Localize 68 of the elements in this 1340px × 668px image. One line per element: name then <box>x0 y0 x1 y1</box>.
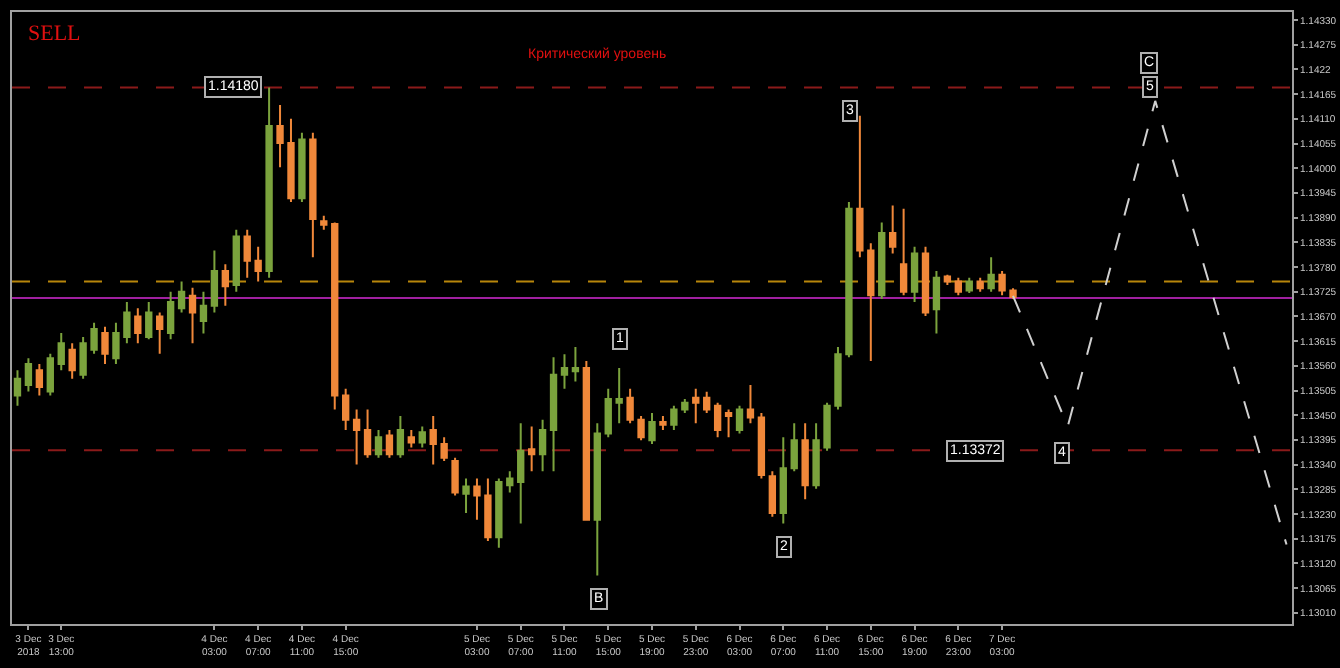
candlestick <box>615 367 623 425</box>
candlestick <box>374 429 383 459</box>
candlestick <box>156 311 164 355</box>
candlestick <box>177 280 186 314</box>
candlestick <box>801 422 809 501</box>
candlestick <box>560 353 569 390</box>
annotation: SELL <box>28 22 82 46</box>
candlestick <box>965 276 973 295</box>
candlestick <box>13 369 22 407</box>
candlestick <box>221 263 230 307</box>
candlestick <box>101 325 109 366</box>
candlestick <box>648 411 656 445</box>
candlestick <box>659 415 667 432</box>
candlestick <box>921 245 930 317</box>
candlestick <box>418 425 426 449</box>
candlestick <box>582 359 591 521</box>
candlestick <box>134 307 142 345</box>
candlestick <box>910 245 919 304</box>
candlestick <box>954 276 962 297</box>
candlestick <box>188 286 197 345</box>
candlestick <box>517 422 525 525</box>
candlestick <box>713 401 722 439</box>
candlestick <box>166 290 175 341</box>
candlestick <box>363 408 372 459</box>
candlestick <box>451 456 459 497</box>
candlestick <box>145 301 153 341</box>
candlestick <box>527 425 536 473</box>
candlestick <box>889 204 897 255</box>
candlestick <box>265 86 273 279</box>
candlestick <box>724 408 733 439</box>
candlestick <box>46 352 54 397</box>
candlestick <box>199 290 208 335</box>
candlestick <box>932 270 941 335</box>
candlestick <box>604 387 612 439</box>
candlestick <box>703 390 711 414</box>
candlestick <box>298 131 306 203</box>
candlestick <box>571 345 580 383</box>
candlestick <box>35 363 44 397</box>
candlestick <box>746 384 755 425</box>
candlestick <box>692 387 700 425</box>
candlestick <box>757 411 766 480</box>
candlestick <box>24 357 33 393</box>
candlestick <box>57 332 65 372</box>
candlestick <box>549 356 558 473</box>
candlestick <box>768 470 777 518</box>
candlestick <box>232 228 240 293</box>
candlestick <box>976 276 984 293</box>
candlestick <box>538 418 547 473</box>
candlestick <box>735 404 744 435</box>
candlestick <box>790 422 798 473</box>
candlestick <box>779 436 787 525</box>
candlestick <box>462 477 470 515</box>
line-series <box>1012 99 1288 546</box>
candlestick <box>593 422 601 577</box>
candlestick <box>309 131 317 259</box>
candlestick <box>210 249 219 314</box>
candlestick <box>320 214 328 231</box>
candlestick <box>878 221 886 300</box>
candlestick <box>396 415 405 459</box>
candlestick <box>352 408 361 466</box>
candlestick <box>385 429 394 459</box>
candlestick <box>899 207 908 297</box>
candlestick <box>987 256 995 293</box>
candlestick <box>68 342 76 380</box>
candlestick <box>407 429 415 449</box>
candlestick <box>331 221 339 411</box>
candlestick <box>342 387 350 432</box>
candlestick <box>943 273 952 286</box>
